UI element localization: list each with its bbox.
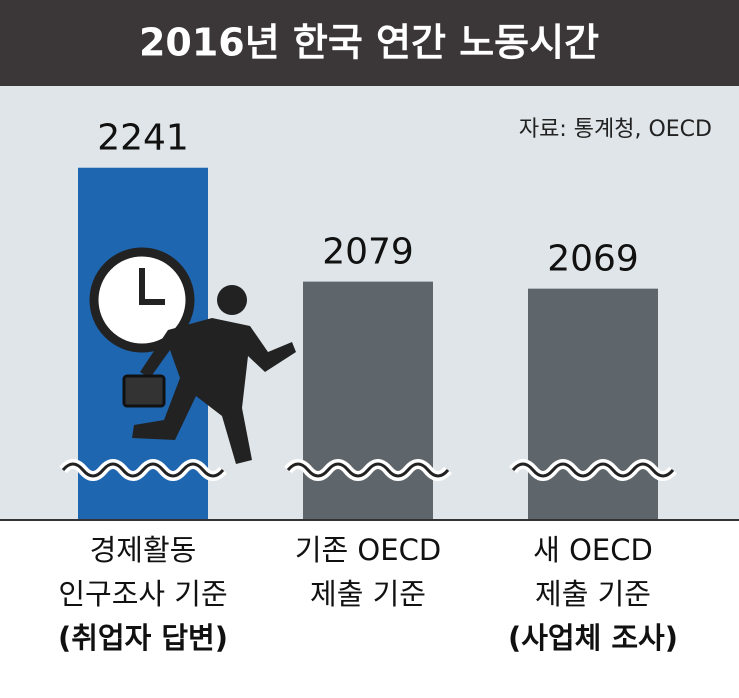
chart-title: 2016년 한국 연간 노동시간 [139, 21, 599, 65]
x-tick-label: (취업자 답변) [58, 621, 228, 655]
value-label: 2079 [322, 232, 414, 273]
briefcase [122, 374, 166, 408]
x-tick-label: 제출 기준 [535, 577, 651, 611]
runner-head [217, 285, 247, 315]
bar [303, 281, 433, 520]
x-tick-label: 인구조사 기준 [58, 577, 227, 611]
title-band [0, 0, 739, 86]
source-note: 자료: 통계청, OECD [519, 117, 712, 142]
x-tick-label: 기존 OECD [295, 533, 441, 567]
runner-illustration [89, 247, 296, 464]
x-tick-label: 제출 기준 [310, 577, 426, 611]
runner-body [132, 318, 296, 464]
value-label: 2241 [97, 118, 189, 159]
bar [528, 288, 658, 520]
x-tick-label: (사업체 조사) [508, 621, 678, 655]
x-tick-label: 새 OECD [533, 533, 653, 567]
value-label: 2069 [547, 239, 639, 280]
axis-break [511, 462, 675, 478]
axis-break [61, 462, 225, 478]
clock-hands [139, 268, 165, 305]
axis-break [286, 462, 450, 478]
x-tick-label: 경제활동 [90, 533, 197, 567]
